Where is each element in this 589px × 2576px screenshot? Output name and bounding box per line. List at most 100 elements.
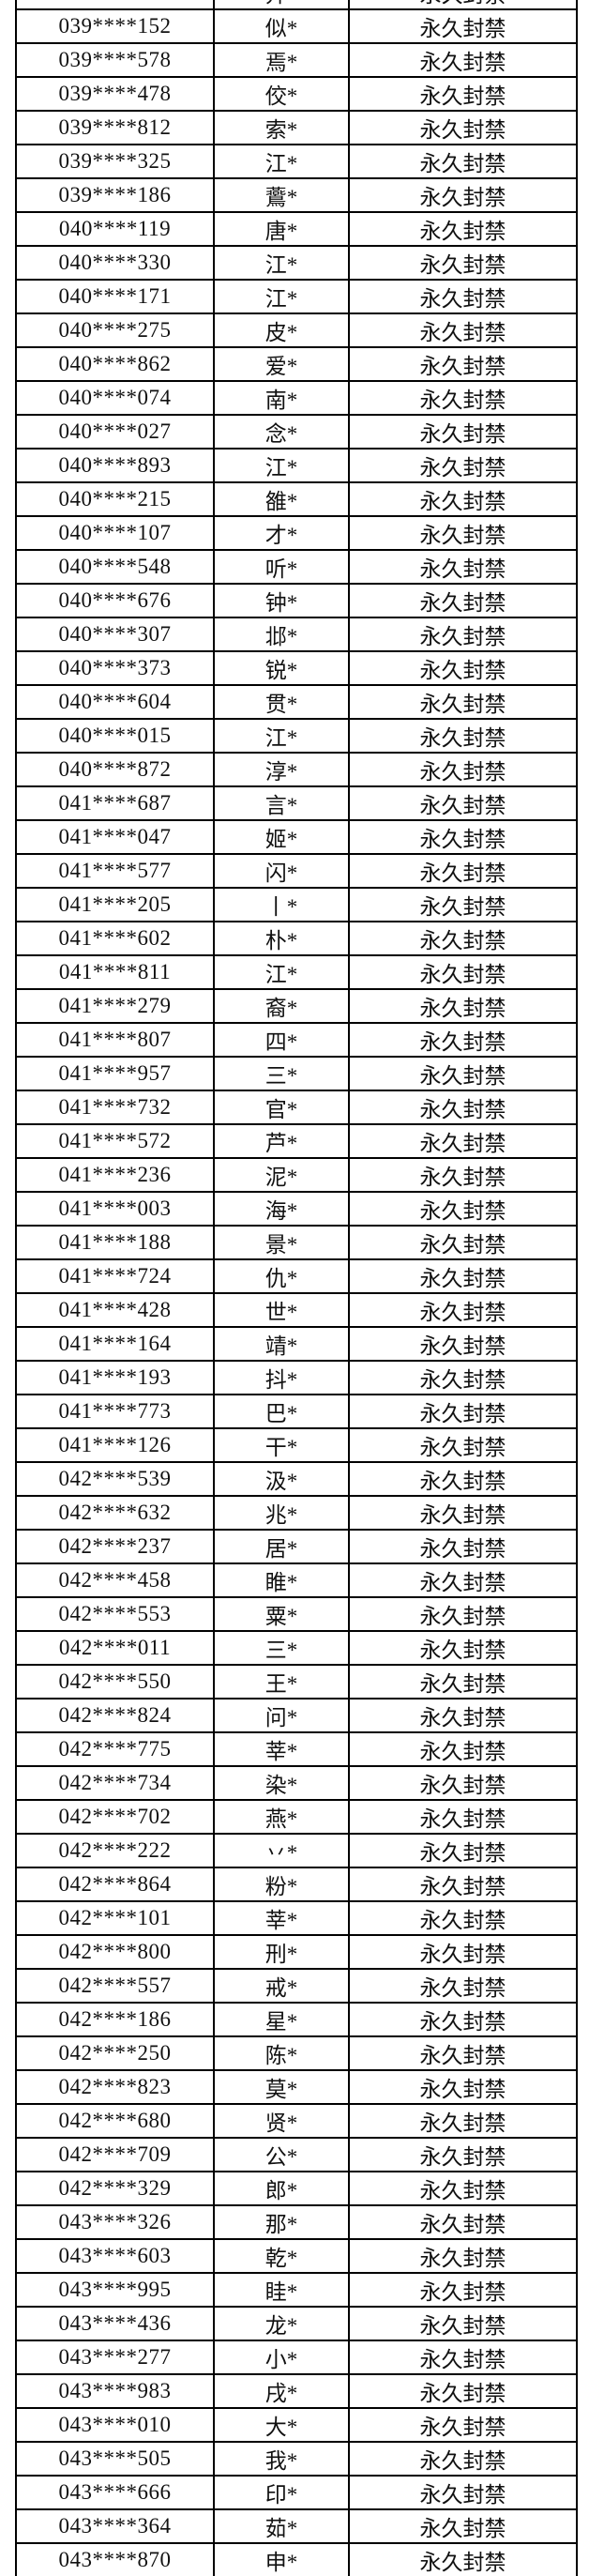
status-cell: 永久封禁	[419, 828, 506, 851]
name-cell: 居*	[215, 1531, 350, 1562]
name-cell: 江*	[215, 145, 350, 177]
name-cell: 巴*	[215, 1395, 350, 1427]
account-id-cell: 040****893	[17, 450, 215, 481]
table-row: 039****325 江* 永久封禁	[17, 144, 576, 177]
status-cell: 永久封禁	[419, 355, 506, 378]
table-row: 042****250 陈* 永久封禁	[17, 2035, 576, 2069]
table-row: 041****577 闪* 永久封禁	[17, 853, 576, 887]
table-row: 042****800 刑* 永久封禁	[17, 1934, 576, 1968]
name-cell: 三*	[215, 1058, 350, 1090]
status-cell: 永久封禁	[419, 625, 506, 648]
account-id-cell: 040****872	[17, 754, 215, 785]
name-cell: 睢*	[215, 1564, 350, 1596]
account-id-cell: 042****680	[17, 2105, 215, 2137]
name-cell: 雒*	[215, 483, 350, 515]
name-cell: 染*	[215, 1767, 350, 1799]
account-id-cell: 041****428	[17, 1294, 215, 1326]
table-row: 041****047 姬* 永久封禁	[17, 819, 576, 853]
table-row: 042****680 贤* 永久封禁	[17, 2103, 576, 2137]
name-cell: 贯*	[215, 686, 350, 718]
status-cell: 永久封禁	[419, 1605, 506, 1628]
account-id-cell: 042****539	[17, 1463, 215, 1495]
name-cell: 印*	[215, 2477, 350, 2508]
account-id-cell: 041****724	[17, 1260, 215, 1292]
status-cell: 永久封禁	[419, 2517, 506, 2540]
table-row: 040****275 皮* 永久封禁	[17, 312, 576, 346]
account-id-cell: 042****550	[17, 1666, 215, 1698]
name-cell: 江*	[215, 450, 350, 481]
name-cell: 淳*	[215, 754, 350, 785]
status-cell: 永久封禁	[419, 2314, 506, 2338]
status-cell: 永久封禁	[419, 2010, 506, 2034]
status-cell: 永久封禁	[419, 1503, 506, 1527]
status-cell: 永久封禁	[419, 794, 506, 817]
status-cell: 永久封禁	[419, 1132, 506, 1155]
table-row: 039****478 佼* 永久封禁	[17, 76, 576, 110]
account-id-cell: 043****436	[17, 2308, 215, 2340]
table-row: 043****010 大* 永久封禁	[17, 2407, 576, 2441]
account-id-cell: 041****807	[17, 1024, 215, 1056]
account-id-cell: 039****812	[17, 112, 215, 144]
table-row: 040****215 雒* 永久封禁	[17, 481, 576, 515]
account-id-cell: 040****027	[17, 416, 215, 448]
status-cell: 永久封禁	[419, 1740, 506, 1763]
account-id-cell: 042****250	[17, 2037, 215, 2069]
account-id-cell: 042****557	[17, 1970, 215, 2002]
ban-list-table: 039****011异*永久封禁039****152似*永久封禁039****5…	[15, 0, 578, 2576]
table-row: 042****775 莘* 永久封禁	[17, 1731, 576, 1765]
status-cell: 永久封禁	[419, 1909, 506, 1932]
table-row: 043****277 小* 永久封禁	[17, 2340, 576, 2373]
account-id-cell: 041****577	[17, 855, 215, 887]
status-cell: 永久封禁	[419, 1098, 506, 1121]
name-cell: 眭*	[215, 2274, 350, 2306]
table-row: 043****995 眭* 永久封禁	[17, 2272, 576, 2306]
status-cell: 永久封禁	[419, 1537, 506, 1561]
account-id-cell: 041****732	[17, 1091, 215, 1123]
status-cell: 永久封禁	[419, 760, 506, 784]
status-cell: 永久封禁	[419, 2145, 506, 2169]
table-row: 039****812 索* 永久封禁	[17, 110, 576, 144]
account-id-cell: 040****119	[17, 213, 215, 245]
status-cell: 永久封禁	[419, 186, 506, 209]
name-cell: 抖*	[215, 1362, 350, 1394]
table-row: 042****823 莫* 永久封禁	[17, 2069, 576, 2103]
name-cell: 问*	[215, 1700, 350, 1731]
table-row: 042****553 粟* 永久封禁	[17, 1596, 576, 1630]
name-cell: 邶*	[215, 618, 350, 650]
account-id-cell: 041****003	[17, 1193, 215, 1225]
name-cell: 泥*	[215, 1159, 350, 1191]
name-cell: 小*	[215, 2341, 350, 2373]
status-cell: 永久封禁	[419, 1639, 506, 1662]
account-id-cell: 040****074	[17, 382, 215, 414]
account-id-cell: 043****603	[17, 2240, 215, 2272]
name-cell: 姬*	[215, 821, 350, 853]
status-cell: 永久封禁	[419, 1030, 506, 1054]
status-cell: 永久封禁	[419, 997, 506, 1020]
table-row: 042****329 郎* 永久封禁	[17, 2171, 576, 2204]
status-cell: 永久封禁	[419, 1774, 506, 1797]
status-cell: 永久封禁	[419, 1301, 506, 1324]
status-cell: 永久封禁	[419, 287, 506, 311]
name-cell: 茹*	[215, 2510, 350, 2542]
status-cell: 永久封禁	[419, 1233, 506, 1257]
account-id-cell: 043****995	[17, 2274, 215, 2306]
name-cell: 公*	[215, 2139, 350, 2171]
status-cell: 永久封禁	[419, 1436, 506, 1459]
table-row: 042****864 粉* 永久封禁	[17, 1867, 576, 1900]
table-row: 040****027 念* 永久封禁	[17, 414, 576, 448]
name-cell: 锐*	[215, 652, 350, 684]
status-cell: 永久封禁	[419, 929, 506, 953]
name-cell: 我*	[215, 2443, 350, 2475]
table-row: 042****186 星* 永久封禁	[17, 2002, 576, 2035]
account-id-cell: 042****011	[17, 1632, 215, 1664]
table-row: 040****330 江* 永久封禁	[17, 245, 576, 279]
status-cell: 永久封禁	[419, 1841, 506, 1865]
name-cell: 焉*	[215, 44, 350, 76]
name-cell: 粉*	[215, 1868, 350, 1900]
name-cell: 申*	[215, 2544, 350, 2576]
table-row: 040****893 江* 永久封禁	[17, 448, 576, 481]
name-cell: 听*	[215, 551, 350, 583]
table-row: 042****101 莘* 永久封禁	[17, 1900, 576, 1934]
name-cell: 星*	[215, 2004, 350, 2035]
account-id-cell: 041****773	[17, 1395, 215, 1427]
